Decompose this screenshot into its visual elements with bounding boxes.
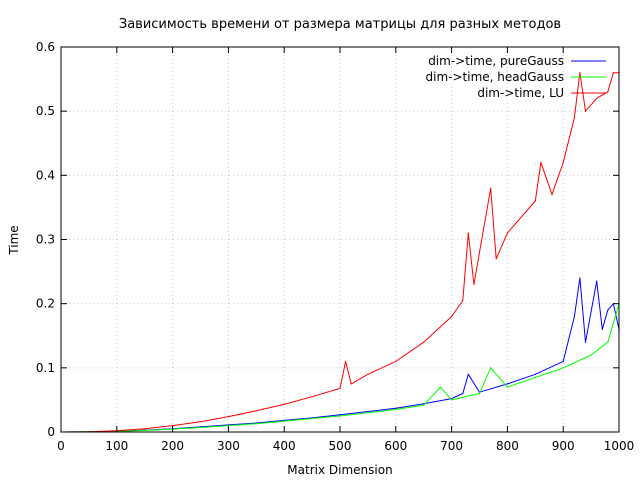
data-point xyxy=(478,392,481,395)
data-point xyxy=(534,200,536,202)
series-line xyxy=(60,303,620,433)
data-point xyxy=(255,423,257,425)
data-point xyxy=(573,117,576,119)
data-point xyxy=(579,72,581,74)
data-point xyxy=(467,373,469,375)
data-point xyxy=(339,415,341,417)
data-point xyxy=(144,429,146,431)
data-point xyxy=(584,110,587,112)
data-point xyxy=(462,299,464,302)
series-line xyxy=(60,72,619,433)
x-axis-label: Matrix Dimension xyxy=(287,463,392,477)
chart-title: Зависимость времени от размера матрицы д… xyxy=(119,17,561,32)
data-point xyxy=(339,414,341,416)
data-point xyxy=(395,360,397,362)
data-point xyxy=(562,360,564,362)
y-tick-label: 0.6 xyxy=(36,40,55,54)
x-tick-label: 300 xyxy=(217,439,240,453)
data-point xyxy=(311,396,313,398)
data-point xyxy=(506,386,508,388)
data-point xyxy=(601,328,603,330)
data-point xyxy=(506,232,508,234)
data-point xyxy=(451,399,453,401)
data-point xyxy=(490,367,492,369)
data-point xyxy=(451,315,453,318)
data-point xyxy=(255,410,257,412)
legend-label: dim->time, pureGauss xyxy=(428,54,564,68)
y-tick-label: 0.2 xyxy=(36,297,55,311)
data-point xyxy=(467,232,469,234)
data-point xyxy=(562,161,564,164)
y-tick-label: 0.4 xyxy=(36,168,55,182)
data-point xyxy=(227,425,229,427)
data-point xyxy=(534,376,536,379)
x-tick-label: 0 xyxy=(57,439,65,453)
data-point xyxy=(473,283,475,285)
x-tick-label: 200 xyxy=(161,439,184,453)
data-point xyxy=(199,421,202,423)
data-point xyxy=(283,403,285,405)
data-point xyxy=(367,412,369,414)
legend: dim->time, pureGauss dim->time, headGauss… xyxy=(426,54,606,100)
data-point xyxy=(551,194,553,196)
ticks: 0 100 200 300 400 500 600 700 800 900 1000 0 0.1 0.2 0… xyxy=(36,40,634,453)
data-point xyxy=(227,416,229,418)
legend-label: dim->time, headGauss xyxy=(426,70,565,84)
data-point xyxy=(172,425,174,427)
data-point xyxy=(490,187,492,189)
data-point xyxy=(339,387,341,389)
x-tick-label: 900 xyxy=(552,439,575,453)
data-point xyxy=(311,417,313,420)
data-point xyxy=(423,341,425,343)
data-point xyxy=(607,309,609,311)
data-point xyxy=(584,341,587,343)
data-point xyxy=(395,408,397,411)
x-tick-label: 500 xyxy=(329,439,352,453)
y-axis-label: Time xyxy=(7,225,21,255)
data-point xyxy=(506,383,508,385)
y-tick-label: 0.1 xyxy=(36,361,55,375)
data-point xyxy=(534,373,536,375)
data-point xyxy=(395,407,397,409)
data-point xyxy=(596,280,598,282)
data-point xyxy=(596,97,598,99)
data-point xyxy=(350,383,352,385)
data-point xyxy=(612,72,615,74)
data-point xyxy=(199,426,202,429)
data-point xyxy=(439,386,441,388)
data-point xyxy=(462,392,464,395)
data-point xyxy=(607,91,609,93)
data-point xyxy=(283,420,285,422)
data-point xyxy=(345,360,347,362)
data-point xyxy=(367,410,369,413)
series-lines xyxy=(60,72,620,433)
x-tick-label: 1000 xyxy=(604,439,635,453)
x-tick-label: 400 xyxy=(273,439,296,453)
data-point xyxy=(495,258,497,260)
data-point xyxy=(367,373,369,375)
grid xyxy=(61,47,619,432)
data-point xyxy=(562,367,564,369)
data-point xyxy=(423,404,425,406)
x-tick-label: 800 xyxy=(496,439,519,453)
y-tick-label: 0 xyxy=(47,425,55,439)
data-point xyxy=(579,277,581,279)
data-point xyxy=(573,315,576,318)
y-tick-label: 0.5 xyxy=(36,104,55,118)
x-tick-label: 600 xyxy=(384,439,407,453)
data-point xyxy=(540,161,542,164)
data-point xyxy=(144,428,146,430)
data-point xyxy=(607,341,609,343)
data-point xyxy=(590,354,592,356)
x-tick-label: 700 xyxy=(440,439,463,453)
legend-label: dim->time, LU xyxy=(477,86,564,100)
y-tick-label: 0.3 xyxy=(36,233,55,247)
x-tick-label: 100 xyxy=(105,439,128,453)
